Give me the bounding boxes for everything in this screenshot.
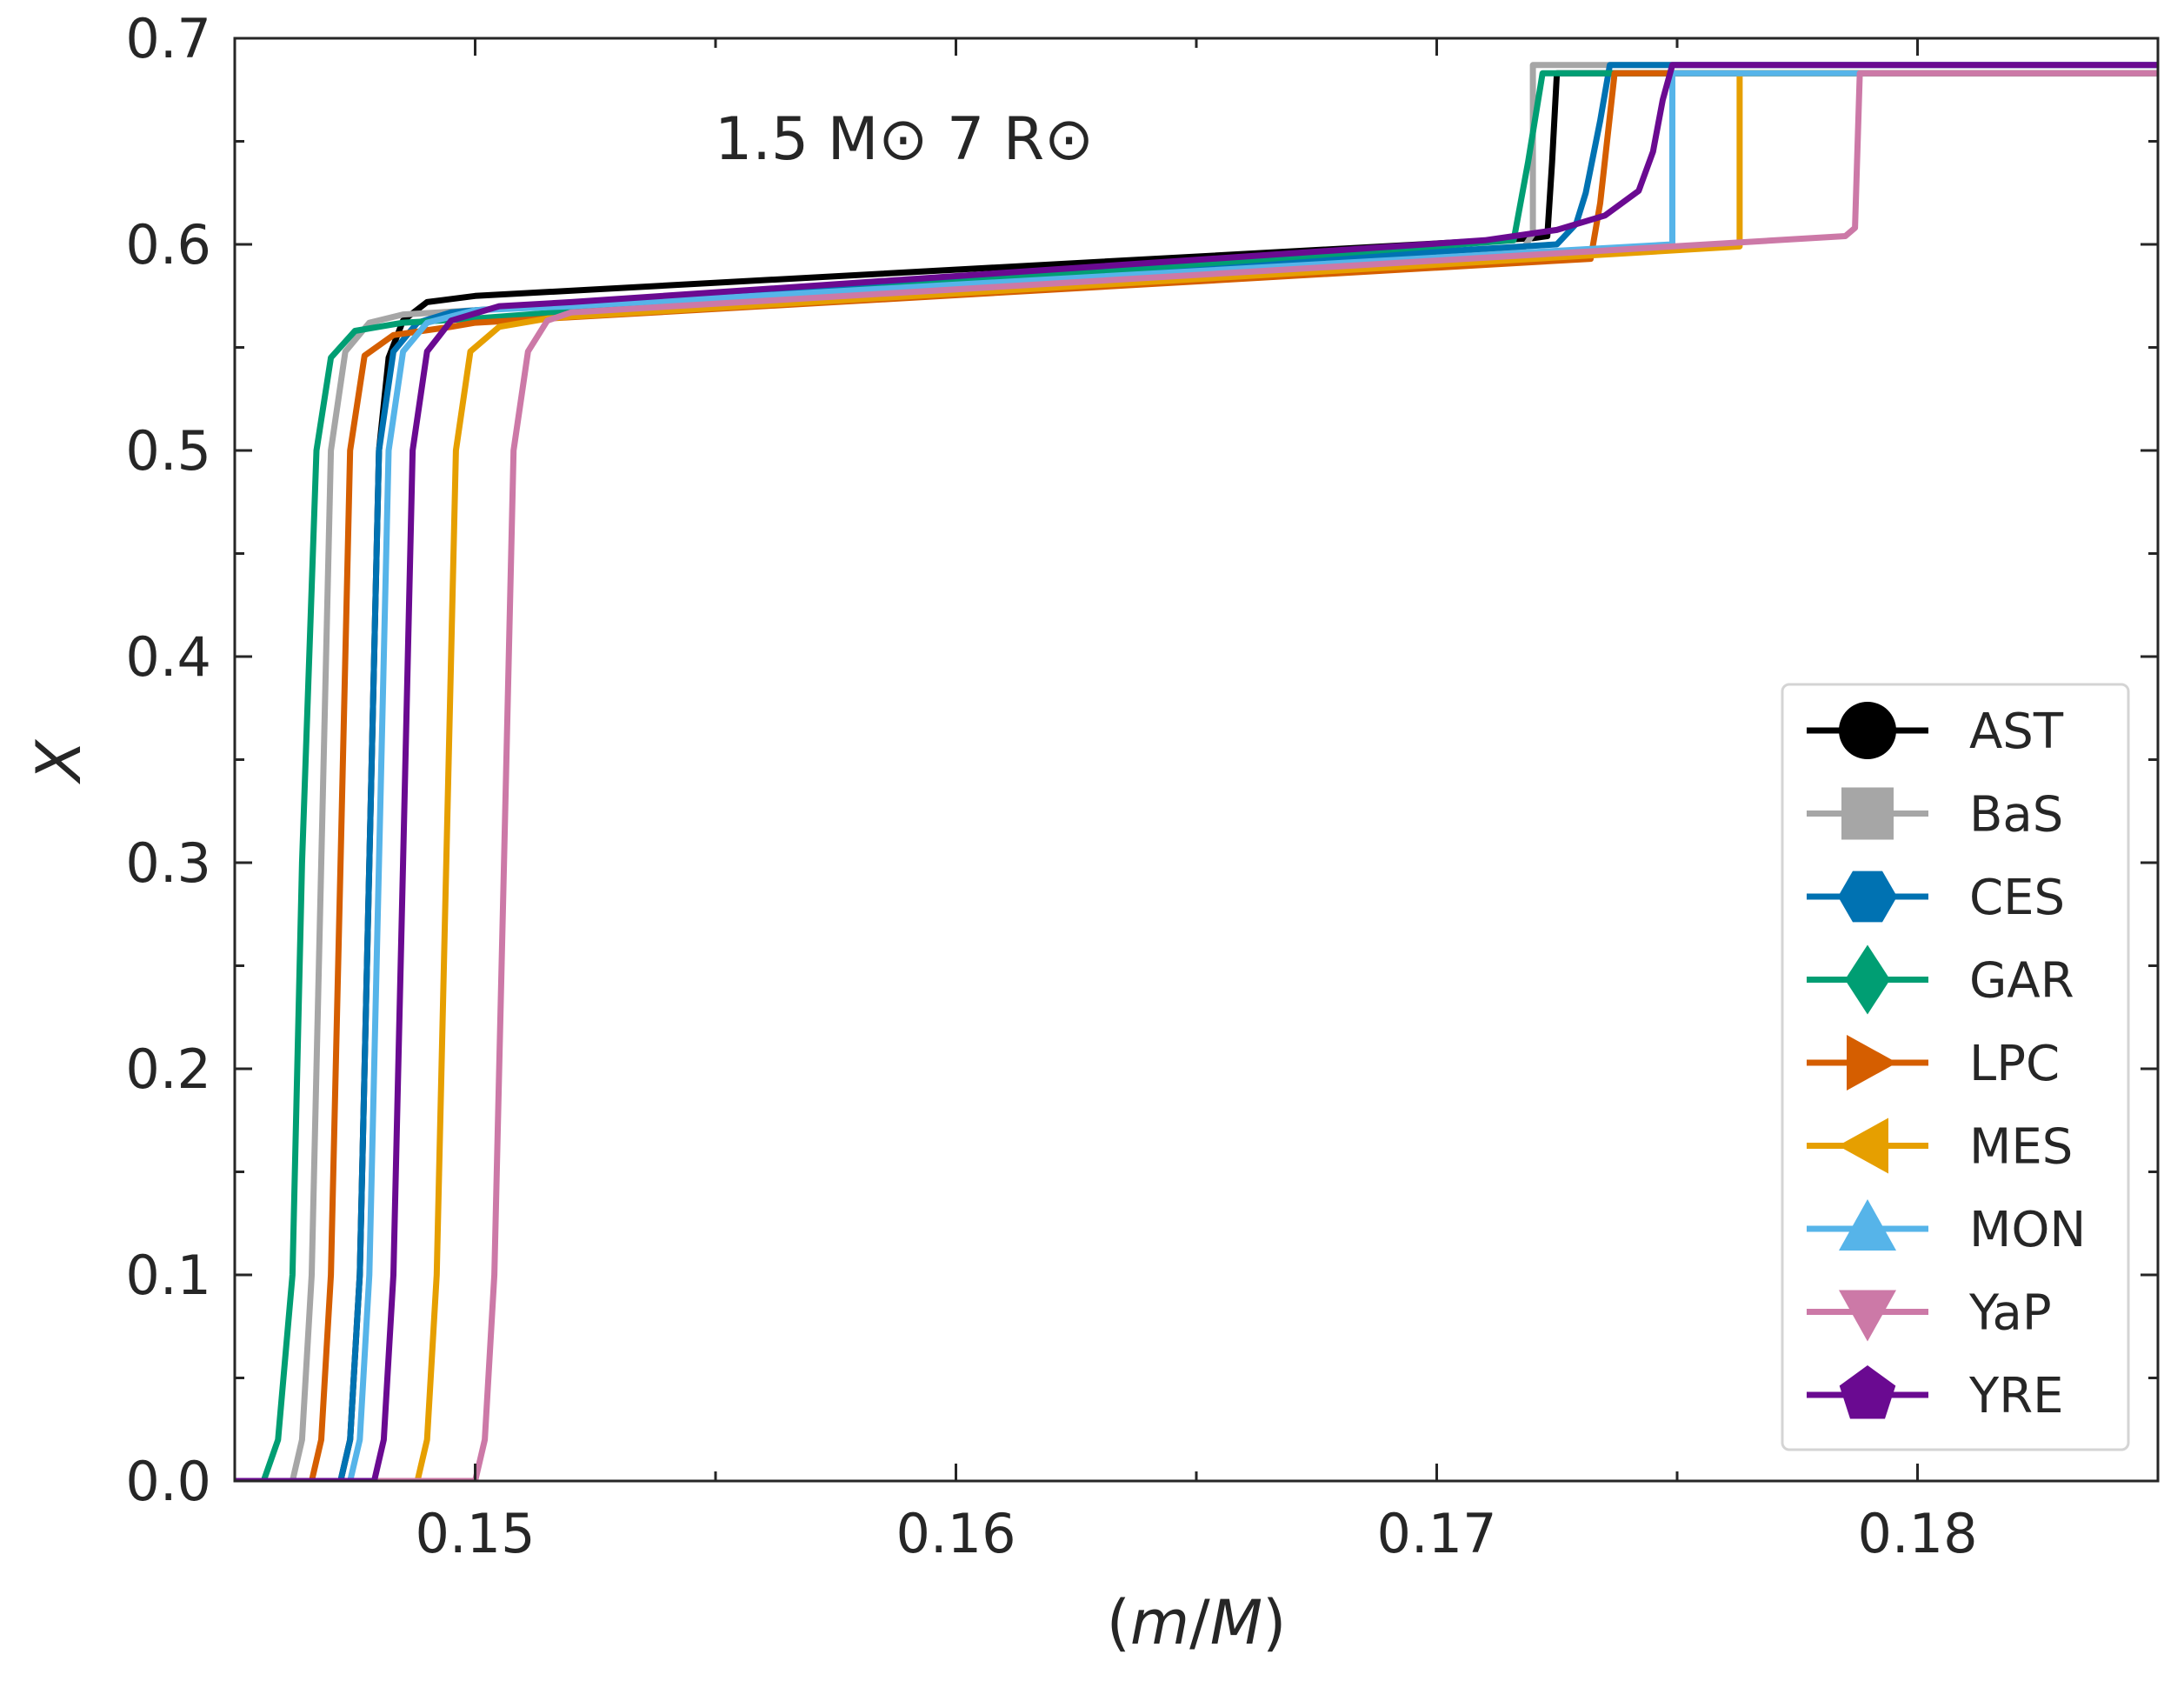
x-axis-title-part: / — [1189, 1587, 1210, 1658]
y-tick-label: 0.4 — [125, 625, 211, 689]
legend-marker-mon — [1839, 1199, 1896, 1251]
legend-label-mon: MON — [1969, 1202, 2086, 1258]
series-line-yre — [235, 62, 2158, 1481]
legend-marker-yre — [1839, 1365, 1896, 1419]
series-line-ces — [235, 62, 2158, 1481]
x-tick-label: 0.16 — [896, 1502, 1015, 1565]
legend-item-lpc: LPC — [1807, 1035, 2060, 1092]
legend-item-bas: BaS — [1807, 787, 2063, 844]
x-axis-title: (m/M) — [1107, 1587, 1287, 1658]
legend-marker-bas — [1841, 787, 1894, 840]
y-tick-label: 0.0 — [125, 1450, 211, 1513]
x-tick-label: 0.15 — [415, 1502, 535, 1565]
x-tick-label: 0.17 — [1376, 1502, 1496, 1565]
legend-marker-ces — [1838, 871, 1897, 923]
legend-label-lpc: LPC — [1969, 1036, 2060, 1092]
legend-label-yre: YRE — [1968, 1368, 2064, 1424]
x-axis-title-part: ( — [1107, 1587, 1130, 1658]
y-tick-label: 0.2 — [125, 1037, 211, 1101]
series-line-gar — [235, 70, 2158, 1481]
series-layer — [235, 62, 2158, 1481]
legend-marker-gar — [1845, 944, 1890, 1015]
legend-label-yap: YaP — [1968, 1285, 2052, 1342]
y-tick-label: 0.7 — [125, 7, 211, 70]
x-tick-labels: 0.15 0.16 0.17 0.18 — [415, 1502, 1977, 1565]
legend-marker-mes — [1838, 1117, 1888, 1174]
y-tick-labels: 0.0 0.1 0.2 0.3 0.4 0.5 0.6 0.7 — [125, 7, 211, 1513]
legend-box — [1781, 683, 2130, 1451]
y-tick-label: 0.5 — [125, 419, 211, 483]
legend-label-mes: MES — [1969, 1119, 2073, 1176]
legend-item-ast: AST — [1807, 702, 2064, 760]
x-axis-title-part: m — [1130, 1587, 1189, 1658]
legend-marker-ast — [1839, 702, 1896, 759]
tick-layer — [233, 37, 2160, 1483]
legend-item-gar: GAR — [1807, 944, 2074, 1015]
legend-label-ces: CES — [1969, 870, 2065, 926]
legend-label-gar: GAR — [1969, 953, 2074, 1010]
legend-marker-yap — [1839, 1290, 1896, 1342]
y-axis-title: X — [23, 738, 95, 785]
legend-label-ast: AST — [1969, 704, 2064, 760]
legend-item-yap: YaP — [1807, 1285, 2052, 1342]
legend-item-ces: CES — [1807, 870, 2065, 926]
y-tick-label: 0.3 — [125, 831, 211, 895]
series-line-mes — [235, 70, 2158, 1481]
y-tick-label: 0.1 — [125, 1244, 211, 1307]
legend-items: AST BaS CES GAR LPC MES MON YaP YRE — [1807, 702, 2086, 1424]
legend-label-bas: BaS — [1969, 787, 2063, 844]
y-tick-label: 0.6 — [125, 213, 211, 277]
legend-item-mes: MES — [1807, 1117, 2073, 1176]
x-tick-label: 0.18 — [1857, 1502, 1977, 1565]
legend-marker-lpc — [1847, 1035, 1897, 1091]
series-line-yap — [235, 70, 2158, 1481]
legend-item-mon: MON — [1807, 1199, 2086, 1258]
chart-annotation: 1.5 M⊙ 7 R⊙ — [715, 105, 1094, 174]
x-axis-title-part: M — [1210, 1587, 1262, 1658]
legend-item-yre: YRE — [1807, 1365, 2064, 1424]
x-axis-title-part: ) — [1262, 1587, 1286, 1658]
legend: AST BaS CES GAR LPC MES MON YaP YRE — [1781, 683, 2130, 1451]
series-line-lpc — [235, 70, 2158, 1481]
